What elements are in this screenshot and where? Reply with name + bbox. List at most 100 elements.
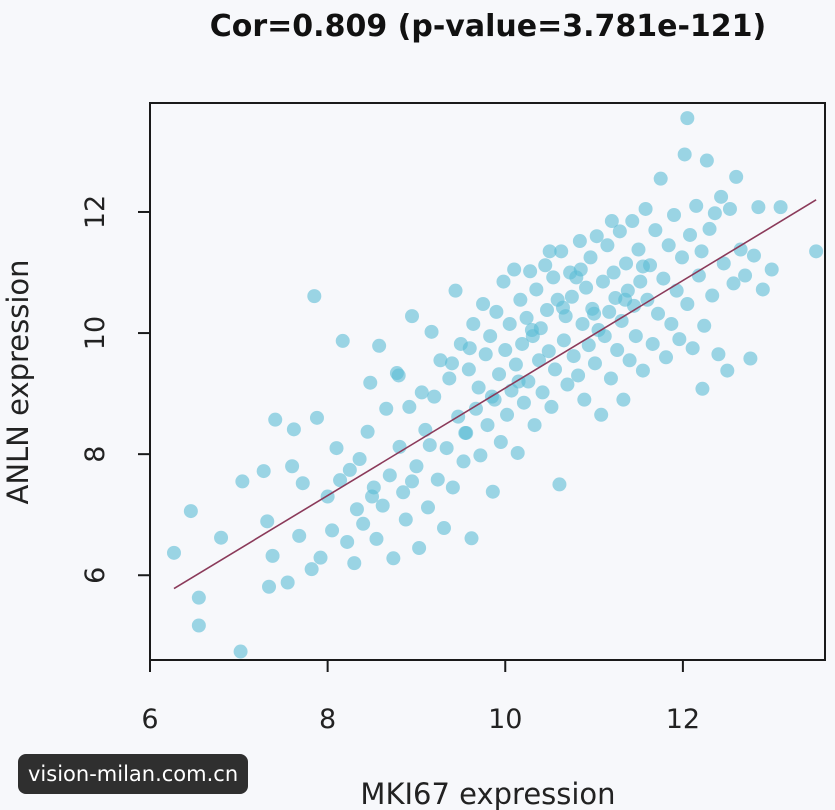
data-point <box>333 473 348 488</box>
data-point <box>602 304 617 319</box>
data-point <box>614 313 629 328</box>
y-axis: 6 8 10 12 <box>80 195 151 584</box>
data-point <box>738 268 753 283</box>
data-point <box>529 282 544 297</box>
data-point <box>664 316 679 331</box>
x-tick-label: 12 <box>666 704 700 735</box>
data-point <box>573 262 588 277</box>
data-point <box>360 424 375 439</box>
data-point <box>363 375 378 390</box>
data-point <box>471 380 486 395</box>
data-point <box>746 248 761 263</box>
data-point <box>349 502 364 517</box>
data-point <box>638 201 653 216</box>
data-point <box>683 227 697 242</box>
data-point <box>396 485 411 500</box>
data-point <box>555 300 570 315</box>
data-point <box>515 336 530 351</box>
data-point <box>485 484 500 499</box>
data-point <box>191 618 206 633</box>
data-point <box>628 329 643 344</box>
data-point <box>645 336 660 351</box>
data-point <box>541 344 556 359</box>
data-point <box>500 407 515 422</box>
y-tick-label: 12 <box>80 195 111 229</box>
data-point <box>280 575 295 590</box>
data-point <box>473 448 488 463</box>
data-point <box>352 451 367 466</box>
data-point <box>516 395 531 410</box>
data-point <box>478 347 493 362</box>
x-tick-label: 8 <box>319 704 336 735</box>
regression-line <box>173 199 817 590</box>
data-point <box>285 459 300 474</box>
data-point <box>594 407 609 422</box>
data-point <box>492 367 507 382</box>
data-point <box>476 297 491 312</box>
y-tick-label: 10 <box>80 316 111 350</box>
data-point <box>414 385 429 400</box>
data-point <box>625 214 640 229</box>
y-tick-label: 6 <box>80 567 111 584</box>
data-point <box>342 462 357 477</box>
data-point <box>480 418 495 433</box>
data-point <box>716 256 731 271</box>
data-point <box>527 418 542 433</box>
data-point <box>694 244 709 259</box>
data-point <box>235 474 250 489</box>
watermark-badge: vision-milan.com.cn <box>18 754 249 794</box>
data-point <box>685 341 700 356</box>
data-point <box>552 477 567 492</box>
data-point <box>268 412 283 427</box>
data-point <box>369 531 384 546</box>
data-point <box>667 208 682 223</box>
data-point <box>462 341 477 356</box>
data-point <box>714 189 729 204</box>
data-point <box>610 343 625 358</box>
data-point <box>489 304 504 319</box>
data-point <box>675 250 690 265</box>
x-axis-label: MKI67 expression <box>360 777 615 810</box>
scatter-points <box>166 111 824 659</box>
data-point <box>680 297 695 312</box>
data-point <box>606 265 621 280</box>
data-point <box>583 250 598 265</box>
data-point <box>538 258 553 273</box>
data-point <box>521 374 536 389</box>
data-point <box>648 223 663 238</box>
data-point <box>464 531 479 546</box>
chart-title: Cor=0.809 (p-value=3.781e-121) <box>210 9 766 44</box>
data-point <box>564 289 579 304</box>
data-point <box>265 548 280 563</box>
data-point <box>379 401 394 416</box>
x-tick-label: 10 <box>488 704 522 735</box>
data-point <box>556 333 571 348</box>
data-point <box>680 111 695 126</box>
data-point <box>320 489 335 504</box>
data-point <box>587 356 602 371</box>
data-point <box>304 562 319 577</box>
data-point <box>433 353 448 368</box>
data-point <box>405 309 420 324</box>
data-point <box>262 579 277 594</box>
data-point <box>420 500 435 515</box>
data-point <box>508 357 523 372</box>
data-point <box>496 274 511 289</box>
data-point <box>523 264 538 279</box>
data-point <box>755 282 770 297</box>
data-point <box>656 271 671 286</box>
data-point <box>595 274 610 289</box>
x-axis: 6 8 10 12 <box>141 659 700 735</box>
data-point <box>422 438 437 453</box>
data-point <box>589 229 604 244</box>
data-point <box>587 306 602 321</box>
data-point <box>256 464 271 479</box>
data-point <box>653 171 668 186</box>
data-point <box>519 310 534 325</box>
data-point <box>618 292 633 307</box>
data-point <box>575 316 590 331</box>
data-point <box>600 238 615 253</box>
data-point <box>603 371 618 386</box>
data-point <box>445 480 460 495</box>
data-point <box>307 289 322 304</box>
